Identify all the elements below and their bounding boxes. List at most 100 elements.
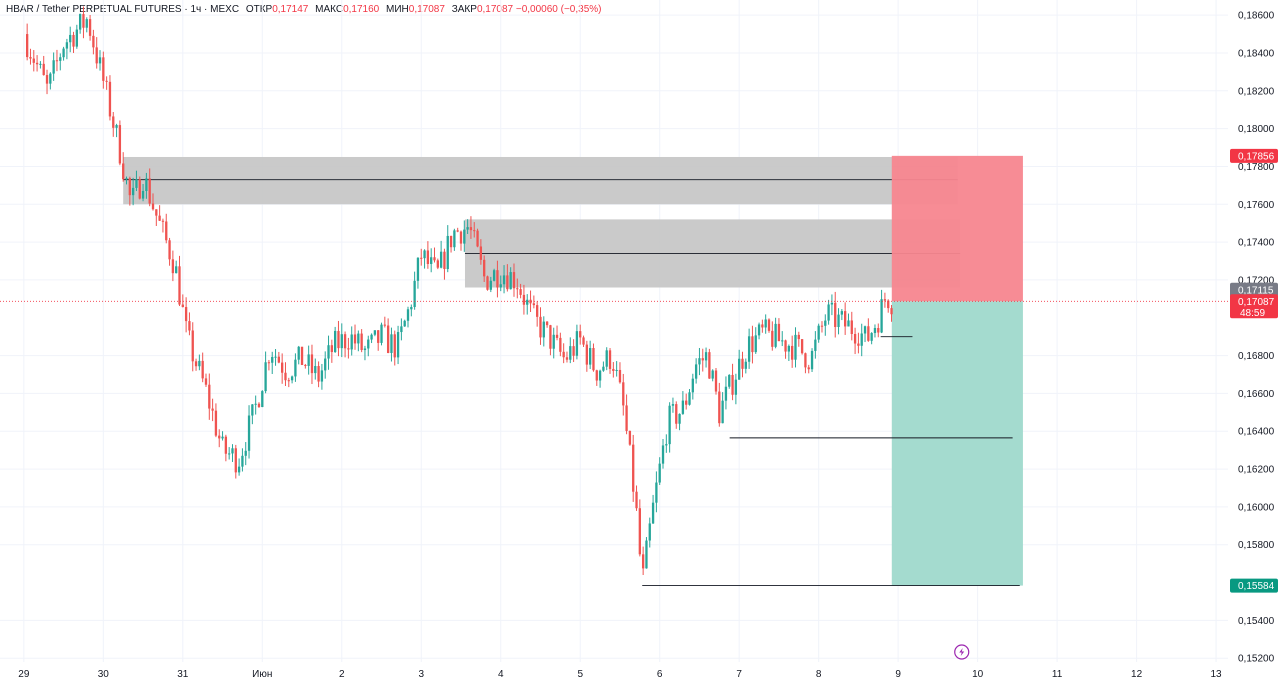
price-tick-label: 0,17800	[1238, 162, 1275, 173]
candle-body	[711, 370, 714, 379]
candle-body	[661, 445, 665, 464]
candle-body	[565, 357, 569, 360]
candle-body	[75, 29, 78, 47]
position-layer[interactable]	[891, 155, 1023, 586]
candle-body	[880, 299, 883, 333]
candle-body	[363, 348, 367, 351]
candle-body	[247, 415, 251, 451]
candle-body	[791, 345, 794, 360]
grid-layer	[0, 0, 1228, 662]
price-tick-label: 0,18200	[1238, 86, 1275, 97]
candle-body	[668, 405, 671, 445]
candle-body	[49, 73, 52, 84]
candle-body	[410, 307, 413, 310]
candle-body	[218, 435, 221, 439]
candle-body	[403, 320, 406, 327]
candle-body	[297, 346, 300, 360]
candle-body	[781, 340, 784, 342]
date-tick-label: 11	[1052, 669, 1063, 680]
candle-body	[658, 463, 661, 483]
candle-body	[317, 366, 320, 382]
candle-body	[721, 400, 724, 424]
time-axis[interactable]: 29 30 31 Июн 2 3 4 5 6 7 8 9 10 11 12 13	[0, 662, 1228, 683]
candle-body	[340, 334, 343, 349]
candle-body	[261, 391, 264, 408]
candle-body	[267, 362, 271, 364]
price-tick-label: 0,17400	[1238, 238, 1275, 249]
candle-body	[449, 235, 453, 248]
candle-body	[585, 344, 589, 365]
candle-body	[237, 466, 241, 473]
candle-body	[827, 304, 830, 321]
candle-body	[287, 380, 290, 382]
candle-body	[277, 356, 281, 363]
lightning-icon[interactable]	[954, 644, 970, 660]
candle-body	[105, 80, 108, 82]
take-profit-area	[891, 301, 1023, 586]
candle-body	[837, 314, 840, 328]
candle-body	[284, 372, 287, 381]
candle-body	[688, 392, 691, 405]
candle-body	[413, 280, 416, 308]
candle-body	[602, 366, 605, 371]
candle-body	[499, 284, 502, 288]
candle-body	[433, 257, 436, 261]
candle-body	[353, 334, 357, 344]
candle-body	[532, 303, 536, 306]
last-price-tag-bg	[1230, 294, 1278, 319]
price-tick-label: 0,17200	[1238, 275, 1275, 286]
candle-body	[853, 334, 857, 344]
price-tick-label: 0,16600	[1238, 389, 1275, 400]
candle-body	[184, 307, 188, 322]
candle-body	[416, 257, 420, 281]
date-tick-label: 30	[98, 669, 110, 680]
candle-body	[744, 361, 747, 369]
candle-body	[542, 321, 545, 338]
date-tick-label: 12	[1131, 669, 1143, 680]
candle-body	[320, 370, 324, 382]
high-price-tag-bg	[1230, 282, 1278, 297]
candle-body	[787, 345, 791, 352]
candle-body	[559, 337, 562, 352]
candle-body	[145, 178, 148, 191]
date-tick-label: Июн	[252, 669, 272, 680]
candle-body	[115, 125, 118, 128]
candle-body	[598, 370, 602, 381]
candle-body	[562, 351, 565, 358]
candle-body	[754, 335, 757, 353]
candle-body	[165, 221, 168, 241]
price-axis[interactable]: 0,18600 0,18400 0,18200 0,18000 0,17800 0,176…	[1228, 0, 1280, 683]
candle-body	[367, 339, 370, 349]
candle-body	[887, 300, 890, 309]
close-label: ЗАКР	[451, 4, 477, 15]
candle-body	[555, 334, 559, 338]
price-tick-label: 0,17600	[1238, 200, 1275, 211]
candle-body	[694, 364, 698, 379]
high-label: МАКС	[315, 4, 344, 15]
levels-layer	[0, 300, 1228, 587]
candle-body	[618, 369, 622, 383]
candle-body	[390, 334, 393, 353]
candle-body	[274, 356, 277, 358]
candle-body	[360, 333, 363, 351]
candle-body	[526, 299, 529, 305]
lightning-icon-bolt	[959, 648, 965, 656]
candle-body	[175, 266, 178, 274]
date-tick-label: 4	[498, 669, 504, 680]
candle-body	[337, 330, 340, 349]
candle-body	[857, 343, 860, 346]
high-price-tag: 0,17115	[1238, 285, 1274, 296]
candle-body	[231, 448, 234, 454]
date-tick-label: 3	[418, 669, 424, 680]
candle-body	[767, 319, 771, 331]
candle-body	[377, 330, 380, 343]
candle-body	[211, 408, 214, 411]
candle-body	[549, 325, 552, 349]
candle-body	[29, 57, 32, 59]
candle-body	[718, 391, 721, 424]
candle-body	[224, 436, 228, 454]
candle-body	[271, 356, 274, 363]
close-value: 0,17087	[476, 4, 514, 15]
candle-body	[357, 333, 360, 344]
